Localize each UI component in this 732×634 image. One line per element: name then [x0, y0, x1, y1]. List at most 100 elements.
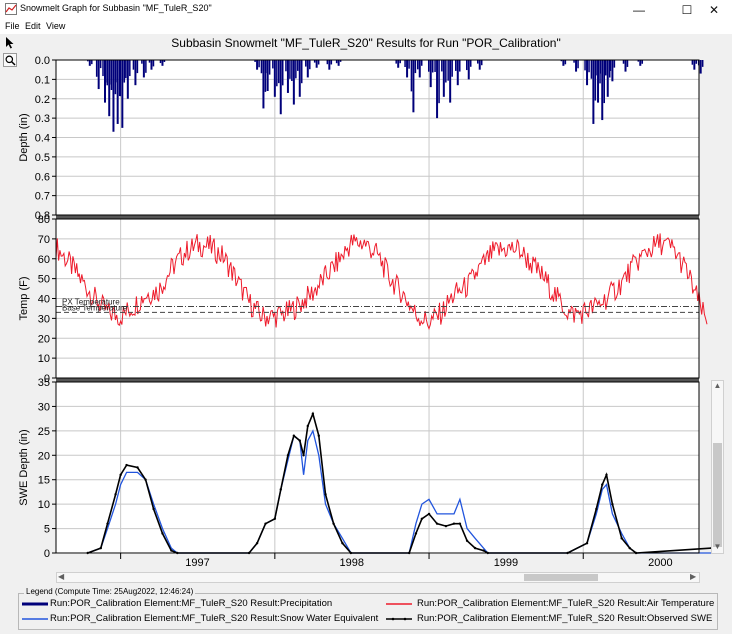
observed-swe-marker: [482, 549, 485, 552]
y-axis-label: Depth (in): [18, 113, 30, 161]
observed-swe-marker: [286, 454, 290, 457]
observed-swe-marker: [106, 522, 109, 525]
observed-swe-marker: [279, 488, 282, 491]
y-tick-label: 0.2: [35, 94, 50, 106]
y-tick-label: 50: [38, 274, 50, 286]
observed-swe-line: [87, 411, 712, 554]
y-tick-label: 20: [38, 450, 50, 462]
x-tick-label: 1999: [494, 557, 518, 569]
minimize-button[interactable]: —: [621, 0, 657, 20]
observed-swe-marker: [595, 507, 598, 511]
swe-panel: [86, 411, 713, 555]
observed-swe-marker: [161, 532, 164, 535]
legend-swatch-air-temperature: [386, 603, 412, 605]
legend-label-snow-water-equivalent: Run:POR_Calibration Element:MF_TuleR_S20…: [50, 613, 379, 624]
observed-swe-marker: [144, 478, 147, 481]
menu-bar: [0, 20, 732, 34]
y-tick-label: 0.7: [35, 191, 50, 203]
observed-swe-marker: [465, 539, 469, 542]
observed-swe-marker: [136, 466, 139, 469]
observed-swe-marker: [317, 434, 320, 437]
select-tool-button[interactable]: [3, 36, 17, 50]
maximize-button[interactable]: ☐: [669, 0, 705, 20]
app-icon: [5, 3, 17, 15]
x-tick-label: 1998: [339, 557, 363, 569]
close-button[interactable]: ✕: [696, 0, 732, 20]
legend-label-air-temperature: Run:POR_Calibration Element:MF_TuleR_S20…: [417, 598, 715, 609]
vertical-scroll-thumb[interactable]: [713, 443, 722, 547]
observed-swe-marker: [341, 542, 344, 545]
y-tick-label: 70: [38, 234, 50, 246]
y-tick-label: 0: [44, 373, 50, 385]
x-tick-label: 2000: [648, 557, 672, 569]
y-tick-label: 60: [38, 254, 50, 266]
y-tick-label: 25: [38, 426, 50, 438]
y-tick-label: 30: [38, 401, 50, 413]
menu-view[interactable]: View: [46, 21, 66, 31]
panel-frame: [55, 381, 700, 554]
zoom-tool-button[interactable]: [3, 53, 17, 67]
menu-file[interactable]: File: [5, 21, 20, 31]
scroll-left-arrow-icon[interactable]: ◀: [58, 572, 65, 581]
y-tick-label: 10: [38, 353, 50, 365]
legend-swatch-snow-water-equivalent: [22, 618, 48, 620]
tool-strip: [0, 34, 20, 594]
legend-heading: Legend (Compute Time: 25Aug2022, 12:46:2…: [24, 587, 196, 596]
observed-swe-marker: [332, 522, 335, 525]
legend-swatch-precipitation: [22, 602, 48, 606]
observed-swe-marker: [435, 522, 439, 525]
legend-swatch-observed-swe: [386, 617, 412, 621]
y-tick-label: 0.0: [35, 55, 50, 67]
y-tick-label: 0.5: [35, 152, 50, 164]
window-title: Snowmelt Graph for Subbasin "MF_TuleR_S2…: [20, 3, 212, 13]
y-tick-label: 0.8: [35, 210, 50, 222]
scroll-down-arrow-icon[interactable]: ▼: [713, 542, 722, 551]
observed-swe-marker: [311, 412, 315, 415]
magnifier-icon: [5, 55, 16, 66]
y-tick-label: 20: [38, 333, 50, 345]
observed-swe-marker: [628, 546, 631, 550]
menu-edit[interactable]: Edit: [25, 21, 41, 31]
x-tick-label: 1997: [185, 557, 209, 569]
legend: [18, 593, 718, 630]
observed-swe-marker: [473, 546, 477, 550]
horizontal-scroll-thumb[interactable]: [524, 574, 598, 581]
y-axis-label: Temp (F): [18, 277, 30, 321]
observed-swe-marker: [306, 424, 309, 428]
y-tick-label: 40: [38, 294, 50, 306]
reference-line-label: PX Temperature: [62, 297, 120, 306]
y-tick-label: 10: [38, 499, 50, 511]
scroll-up-arrow-icon[interactable]: ▲: [713, 381, 722, 390]
observed-swe-marker: [605, 473, 608, 477]
horizontal-scrollbar[interactable]: [56, 572, 700, 583]
observed-swe-marker: [125, 463, 128, 467]
y-tick-label: 0: [44, 548, 50, 560]
chart-title: Subbasin Snowmelt "MF_TuleR_S20" Results…: [171, 36, 561, 50]
observed-swe-marker: [255, 542, 259, 545]
y-tick-label: 35: [38, 377, 50, 389]
observed-swe-marker: [414, 532, 418, 535]
observed-swe-marker: [119, 473, 122, 477]
y-axis-label: SWE Depth (in): [18, 429, 30, 505]
observed-swe-marker: [302, 454, 305, 457]
observed-swe-marker: [324, 493, 327, 496]
observed-swe-marker: [585, 542, 589, 545]
observed-swe-marker: [99, 546, 102, 550]
y-tick-label: 0.3: [35, 113, 50, 125]
y-tick-label: 30: [38, 313, 50, 325]
panel-separator: [56, 215, 699, 219]
title-bar: [0, 0, 732, 20]
axes: [52, 59, 700, 559]
scroll-right-arrow-icon[interactable]: ▶: [690, 572, 697, 581]
axis-labels: 0.0 0.1 0.2 0.3 0.4 0.5 0.6 0.7 0.8 Depth (in) 0 10…: [18, 55, 673, 569]
legend-label-observed-swe: Run:POR_Calibration Element:MF_TuleR_S20…: [417, 613, 713, 624]
observed-swe-marker: [452, 522, 456, 525]
y-tick-label: 0.6: [35, 171, 50, 183]
panel-frame: [55, 59, 700, 216]
observed-swe-marker: [458, 522, 462, 525]
legend-label-precipitation: Run:POR_Calibration Element:MF_TuleR_S20…: [50, 598, 333, 609]
observed-swe-marker: [170, 549, 173, 552]
precipitation-panel: [87, 60, 704, 132]
panel-separator: [56, 378, 699, 382]
